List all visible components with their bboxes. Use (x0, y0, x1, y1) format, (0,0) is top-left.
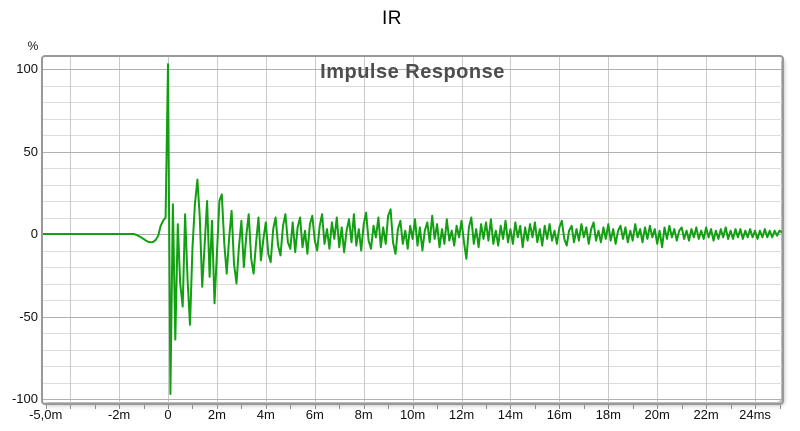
y-tick-label: -50 (19, 308, 38, 324)
x-tick-label: 0 (164, 407, 172, 422)
x-tick-label: 20m (644, 407, 670, 422)
x-tick-label: 10m (399, 407, 426, 422)
x-tick-label: 2m (207, 407, 226, 422)
x-tick-label: 4m (256, 407, 275, 422)
gridlines-major-horizontal (43, 69, 782, 400)
plot-border (41, 55, 784, 405)
x-tick-label: 18m (595, 407, 621, 422)
x-tick-label: 12m (448, 407, 475, 422)
impulse-response-trace (43, 63, 782, 395)
y-axis-unit-label: % (27, 39, 39, 53)
x-tick-label: 8m (354, 407, 373, 422)
x-tick-label: 16m (546, 407, 572, 422)
y-tick-label: 100 (16, 61, 38, 76)
chart-title: IR (382, 8, 402, 29)
x-tick-label: 22m (693, 407, 719, 422)
x-tick-label: -2m (107, 407, 131, 422)
plot-inner-title: Impulse Response (320, 61, 505, 83)
x-axis-tick-marks (46, 405, 781, 409)
y-tick-label: 0 (30, 226, 38, 241)
y-tick-label: -100 (11, 391, 38, 406)
x-tick-label: 6m (305, 407, 324, 422)
x-tick-label: -5,0m (29, 407, 63, 422)
x-tick-label: 24ms (739, 407, 771, 422)
y-tick-label: 50 (23, 143, 38, 159)
impulse-response-line (43, 63, 782, 395)
x-tick-label: 14m (497, 407, 524, 422)
